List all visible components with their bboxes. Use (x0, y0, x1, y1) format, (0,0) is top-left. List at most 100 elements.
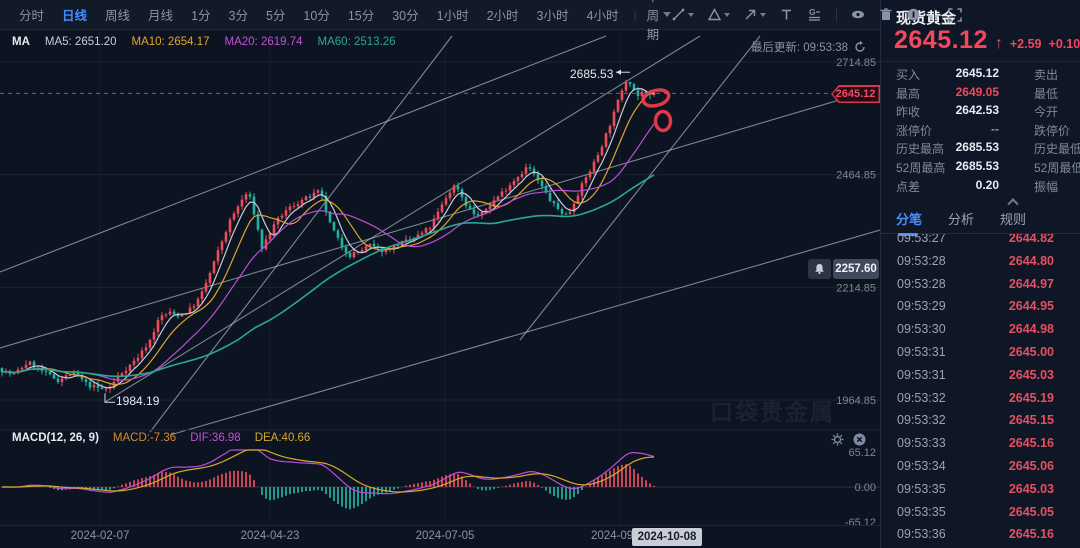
sidebar-tab-1[interactable]: 分析 (948, 212, 975, 227)
watermark: 口袋贵金属 (710, 399, 835, 425)
macd-panel-controls (831, 433, 866, 446)
collapse-panel-button[interactable] (1007, 197, 1021, 210)
sidebar-tab-2[interactable]: 规则 (1000, 212, 1027, 227)
tick-row[interactable]: 09:53:28 2644.97 (881, 273, 1080, 296)
tick-row[interactable]: 09:53:36 2645.16 (881, 523, 1080, 546)
quote-info-row: 最高 2649.05 最低 (881, 83, 1080, 102)
tab-period-10[interactable]: 1小时 (436, 9, 469, 23)
info-button[interactable] (906, 7, 921, 22)
quote-info-row: 52周最高 2685.53 52周最低 (881, 157, 1080, 176)
tab-period-13[interactable]: 4小时 (586, 9, 619, 23)
tab-period-7[interactable]: 10分 (303, 9, 330, 23)
info-label-right: 今开 (1034, 105, 1059, 120)
period-tabs: 分时 日线 周线 月线 1分 3分 5分 10分 15分 30分 1小时 2小时 3小时 4小时 (10, 5, 627, 24)
trendline-tool-button[interactable] (671, 7, 695, 22)
info-label: 昨收 (896, 105, 921, 120)
info-value: 2685.53 (955, 140, 999, 155)
triangle-icon (707, 8, 722, 21)
close-icon[interactable] (853, 433, 866, 446)
tick-time: 09:53:31 (897, 344, 946, 359)
tick-row[interactable]: 09:53:32 2645.19 (881, 387, 1080, 410)
trash-icon (880, 8, 892, 20)
tab-period-0[interactable]: 分时 (19, 9, 45, 23)
tick-row[interactable]: 09:53:33 2645.16 (881, 432, 1080, 455)
tick-row[interactable]: 09:53:27 2644.82 (881, 234, 1080, 250)
tick-price: 2645.00 (1008, 344, 1054, 359)
date-axis-label: 2024-04-23 (240, 530, 300, 542)
period-toolbar: 分时 日线 周线 月线 1分 3分 5分 10分 15分 30分 1小时 2小时 3小时 4小时 | 单周… (0, 0, 962, 42)
macd-legend-item-1: DIF:36.98 (190, 432, 241, 444)
tab-period-12[interactable]: 3小时 (536, 9, 569, 23)
ma-legend-item-2: MA20: 2619.74 (224, 36, 303, 48)
single-period-dropdown[interactable]: 单周期 (647, 0, 672, 43)
info-label: 点差 (896, 179, 921, 194)
tick-price: 2644.80 (1008, 253, 1054, 268)
selected-date-badge: 2024-10-08 (632, 528, 702, 546)
toolbar-divider (836, 7, 838, 22)
price-change: +2.59 (1009, 37, 1042, 51)
tab-period-9[interactable]: 30分 (392, 9, 419, 23)
last-update-label: 最后更新: 09:53:38 (750, 42, 848, 54)
info-label-right: 历史最低 (1034, 142, 1080, 157)
refresh-icon[interactable] (854, 41, 866, 53)
tab-period-2[interactable]: 周线 (105, 9, 131, 23)
tick-time: 09:53:33 (897, 436, 946, 451)
tick-row[interactable]: 09:53:32 2645.15 (881, 409, 1080, 432)
price-alert-badge[interactable]: 2257.60 (808, 259, 879, 279)
tick-row[interactable]: 09:53:34 2645.06 (881, 455, 1080, 478)
svg-text:G: G (809, 7, 816, 17)
tick-row[interactable]: 09:53:35 2645.05 (881, 501, 1080, 524)
chevron-down-icon (688, 12, 695, 17)
tab-period-11[interactable]: 2小时 (486, 9, 519, 23)
tab-period-1[interactable]: 日线 (62, 9, 88, 23)
tick-list[interactable]: 09:53:27 2644.82 09:53:28 2644.80 09:53:28 26… (881, 234, 1080, 548)
info-value: 0.20 (975, 177, 999, 192)
gear-icon[interactable] (831, 433, 844, 446)
tick-time: 09:53:34 (897, 458, 946, 473)
tab-period-5[interactable]: 3分 (228, 9, 248, 23)
delete-drawings-button[interactable] (879, 7, 893, 22)
sidebar-tab-0[interactable]: 分笔 (896, 209, 922, 236)
tick-row[interactable]: 09:53:31 2645.03 (881, 364, 1080, 387)
quote-info-row: 历史最高 2685.53 历史最低 (881, 138, 1080, 157)
tab-period-3[interactable]: 月线 (148, 9, 174, 23)
tab-period-4[interactable]: 1分 (191, 9, 211, 23)
shape-tool-button[interactable] (707, 7, 731, 22)
info-icon (907, 8, 920, 21)
gann-tool-button[interactable]: G (807, 7, 823, 22)
tick-row[interactable]: 09:53:35 2645.03 (881, 478, 1080, 501)
tab-period-8[interactable]: 15分 (347, 9, 375, 23)
tick-price: 2645.16 (1008, 436, 1054, 451)
quote-info-row: 涨停价 -- 跌停价 (881, 120, 1080, 139)
high-price-annotation: 2685.53 (570, 67, 614, 81)
info-label-right: 最低 (1034, 86, 1059, 101)
chevron-down-icon (760, 12, 767, 17)
ma-legend-item-1: MA10: 2654.17 (131, 36, 210, 48)
tick-row[interactable]: 09:53:29 2644.95 (881, 295, 1080, 318)
visibility-toggle-button[interactable] (850, 7, 866, 22)
fullscreen-button[interactable] (948, 7, 962, 22)
macd-legend: MACD(12, 26, 9) MACD:-7.36 DIF:36.98 DEA:4… (12, 432, 310, 444)
info-label: 最高 (896, 86, 921, 101)
y-axis-tick: 1964.85 (836, 395, 876, 407)
price-up-arrow-icon: ↑ (994, 35, 1003, 52)
tick-price: 2644.97 (1008, 276, 1054, 291)
main-chart-canvas[interactable]: 2714.852464.852214.851964.8565.120.00-65… (0, 0, 880, 548)
ma-legend: MA MA5: 2651.20 MA10: 2654.17 MA20: 2619.7… (12, 36, 396, 48)
tab-period-6[interactable]: 5分 (265, 9, 286, 23)
info-value: -- (991, 121, 999, 136)
y-axis-tick: 2464.85 (836, 170, 876, 182)
quote-info-row: 昨收 2642.53 今开 (881, 101, 1080, 120)
tick-time: 09:53:35 (897, 504, 946, 519)
tick-row[interactable]: 09:53:30 2644.98 (881, 318, 1080, 341)
tick-row[interactable]: 09:53:31 2645.00 (881, 341, 1080, 364)
tick-price: 2645.16 (1008, 527, 1054, 542)
macd-legend-item-2: DEA:40.66 (254, 432, 311, 444)
date-axis-label: 2024-09- (590, 530, 638, 542)
ma-legend-item-0: MA5: 2651.20 (44, 36, 117, 48)
single-period-label: 单周期 (646, 0, 660, 42)
tick-row[interactable]: 09:53:28 2644.80 (881, 250, 1080, 273)
bell-icon[interactable] (808, 259, 831, 279)
text-tool-button[interactable] (779, 7, 794, 22)
arrow-tool-button[interactable] (743, 7, 767, 22)
